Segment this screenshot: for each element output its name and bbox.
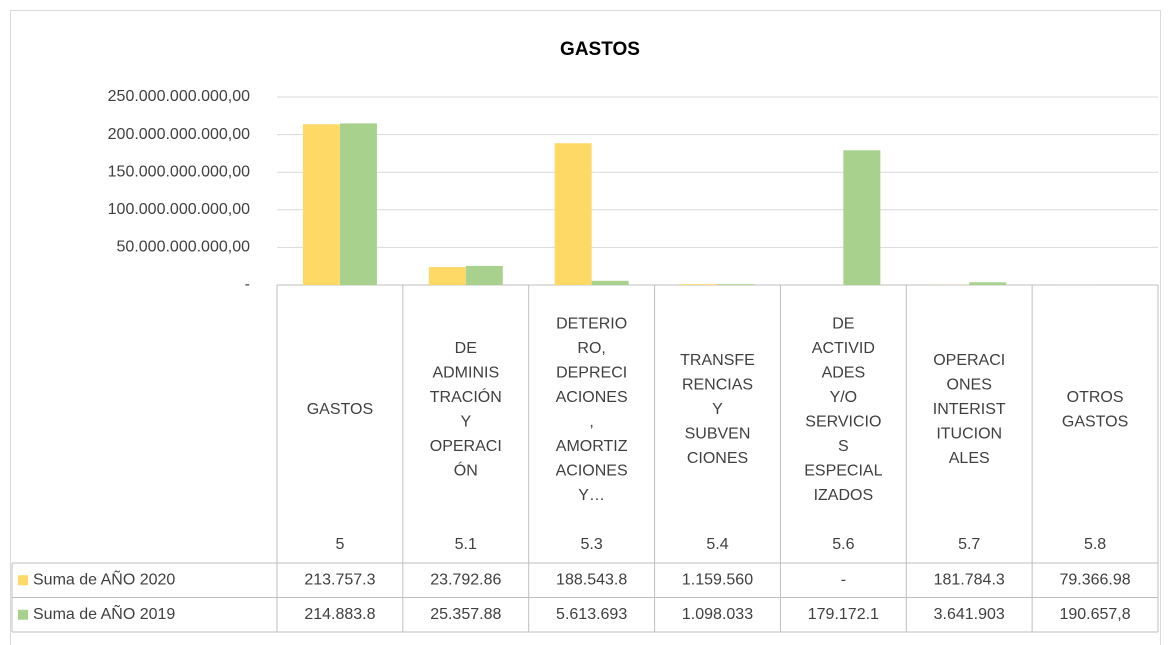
- table-value: 190.657,8: [1059, 606, 1130, 623]
- category-label: ACIONES: [556, 462, 628, 479]
- category-code: 5.8: [1084, 536, 1106, 553]
- category-code: 5.7: [958, 536, 980, 553]
- category-label: DETERIO: [556, 315, 627, 332]
- table-value: -: [841, 571, 846, 588]
- bar: [717, 284, 755, 285]
- category-label: RO,: [577, 340, 605, 357]
- category-label: ITUCION: [936, 426, 1002, 443]
- bar: [843, 150, 881, 285]
- table-value: 25.357.88: [430, 606, 501, 623]
- category-label: ACIONES: [556, 389, 628, 406]
- category-label: RENCIAS: [682, 377, 753, 394]
- category-label: GASTOS: [1062, 413, 1128, 430]
- table-value: 3.641.903: [934, 606, 1005, 623]
- category-label: ESPECIAL: [804, 462, 882, 479]
- category-label: OTROS: [1067, 389, 1124, 406]
- category-label: ALES: [949, 450, 990, 467]
- category-label: Y/O: [830, 389, 858, 406]
- category-code: 5.3: [581, 536, 603, 553]
- category-label: GASTOS: [307, 401, 373, 418]
- category-label: AMORTIZ: [556, 438, 628, 455]
- table-value: 179.172.1: [808, 606, 879, 623]
- legend-label: Suma de AÑO 2019: [33, 603, 175, 623]
- table-value: 188.543.8: [556, 571, 627, 588]
- legend-swatch: [18, 609, 28, 620]
- chart-title: GASTOS: [560, 39, 640, 60]
- y-tick-label: 50.000.000.000,00: [117, 239, 251, 256]
- category-label: Y: [712, 401, 723, 418]
- legend-label: Suma de AÑO 2020: [33, 568, 175, 588]
- y-tick-label: 150.000.000.000,00: [108, 163, 250, 180]
- bar: [428, 267, 466, 285]
- category-label: ACTIVID: [812, 340, 875, 357]
- bar: [969, 282, 1007, 285]
- bar: [591, 280, 629, 285]
- category-label: ADMINIS: [432, 364, 499, 381]
- bar: [302, 124, 340, 285]
- category-label: INTERIST: [933, 401, 1006, 418]
- category-label: ADES: [822, 364, 866, 381]
- category-label: Y…: [578, 487, 605, 504]
- category-label: TRANSFE: [680, 352, 755, 369]
- table-value: 1.098.033: [682, 606, 753, 623]
- category-label: DE: [832, 315, 854, 332]
- category-label: Y: [460, 413, 471, 430]
- y-tick-label: 250.000.000.000,00: [108, 88, 250, 105]
- table-value: 1.159.560: [682, 571, 753, 588]
- bar: [554, 143, 592, 285]
- legend-swatch: [18, 575, 28, 586]
- y-tick-label: -: [245, 276, 250, 293]
- table-value: 214.883.8: [304, 606, 375, 623]
- table-value: 23.792.86: [430, 571, 501, 588]
- category-label: DEPRECI: [556, 364, 627, 381]
- category-label: ÓN: [454, 460, 478, 479]
- table-value: 79.366.98: [1059, 571, 1130, 588]
- table-value: 181.784.3: [934, 571, 1005, 588]
- bar: [465, 265, 503, 285]
- category-code: 5: [335, 536, 344, 553]
- category-label: SUBVEN: [685, 426, 751, 443]
- bar: [680, 284, 718, 285]
- category-code: 5.4: [706, 536, 728, 553]
- chart-frame: [10, 10, 1161, 645]
- category-label: TRACIÓN: [430, 387, 502, 406]
- category-label: CIONES: [687, 450, 748, 467]
- category-code: 5.1: [455, 536, 477, 553]
- category-label: OPERACI: [430, 438, 502, 455]
- y-tick-label: 200.000.000.000,00: [108, 126, 250, 143]
- category-label: OPERACI: [933, 352, 1005, 369]
- table-value: 5.613.693: [556, 606, 627, 623]
- y-tick-label: 100.000.000.000,00: [108, 201, 250, 218]
- table-value: 213.757.3: [304, 571, 375, 588]
- category-label: SERVICIO: [805, 413, 881, 430]
- bar: [339, 123, 377, 285]
- category-label: DE: [455, 340, 477, 357]
- category-label: IZADOS: [814, 487, 874, 504]
- category-label: ,: [589, 413, 593, 430]
- category-code: 5.6: [832, 536, 854, 553]
- category-label: S: [838, 438, 849, 455]
- category-label: ONES: [947, 377, 992, 394]
